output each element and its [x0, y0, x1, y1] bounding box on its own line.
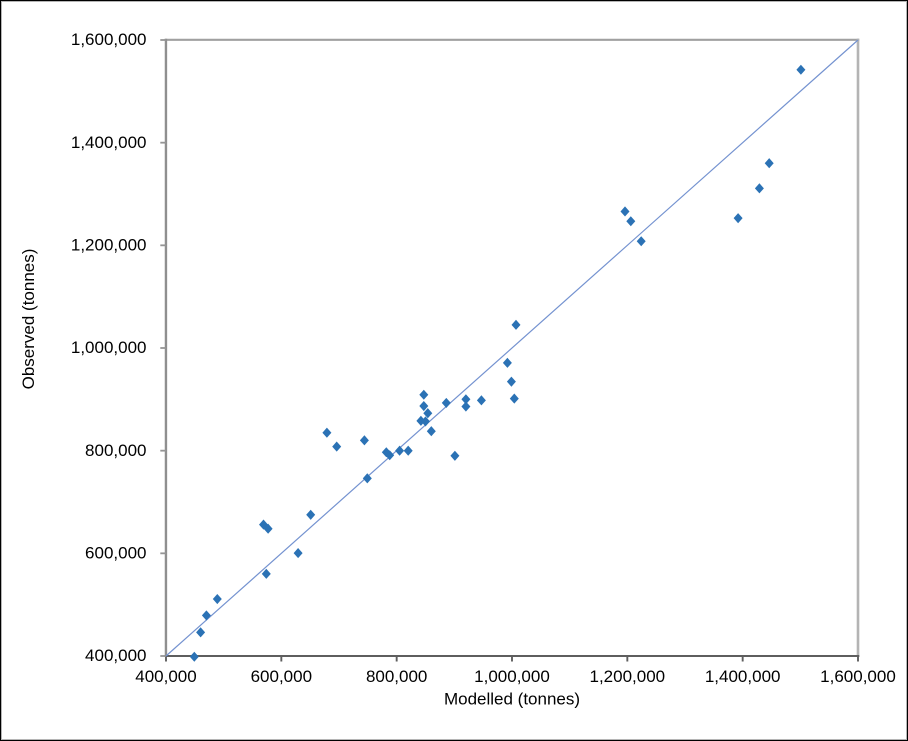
- svg-text:400,000: 400,000: [85, 646, 146, 665]
- svg-text:1,000,000: 1,000,000: [71, 338, 147, 357]
- svg-text:400,000: 400,000: [135, 667, 196, 686]
- svg-text:Observed (tonnes): Observed (tonnes): [19, 249, 38, 390]
- svg-text:1,600,000: 1,600,000: [820, 667, 896, 686]
- svg-text:1,400,000: 1,400,000: [71, 133, 147, 152]
- svg-text:600,000: 600,000: [85, 544, 146, 563]
- svg-text:1,200,000: 1,200,000: [71, 236, 147, 255]
- svg-text:1,400,000: 1,400,000: [705, 667, 781, 686]
- svg-text:800,000: 800,000: [85, 441, 146, 460]
- svg-text:1,600,000: 1,600,000: [71, 30, 147, 49]
- svg-text:1,000,000: 1,000,000: [474, 667, 550, 686]
- svg-text:Modelled (tonnes): Modelled (tonnes): [444, 689, 580, 708]
- svg-text:600,000: 600,000: [251, 667, 312, 686]
- svg-text:800,000: 800,000: [366, 667, 427, 686]
- svg-text:1,200,000: 1,200,000: [590, 667, 666, 686]
